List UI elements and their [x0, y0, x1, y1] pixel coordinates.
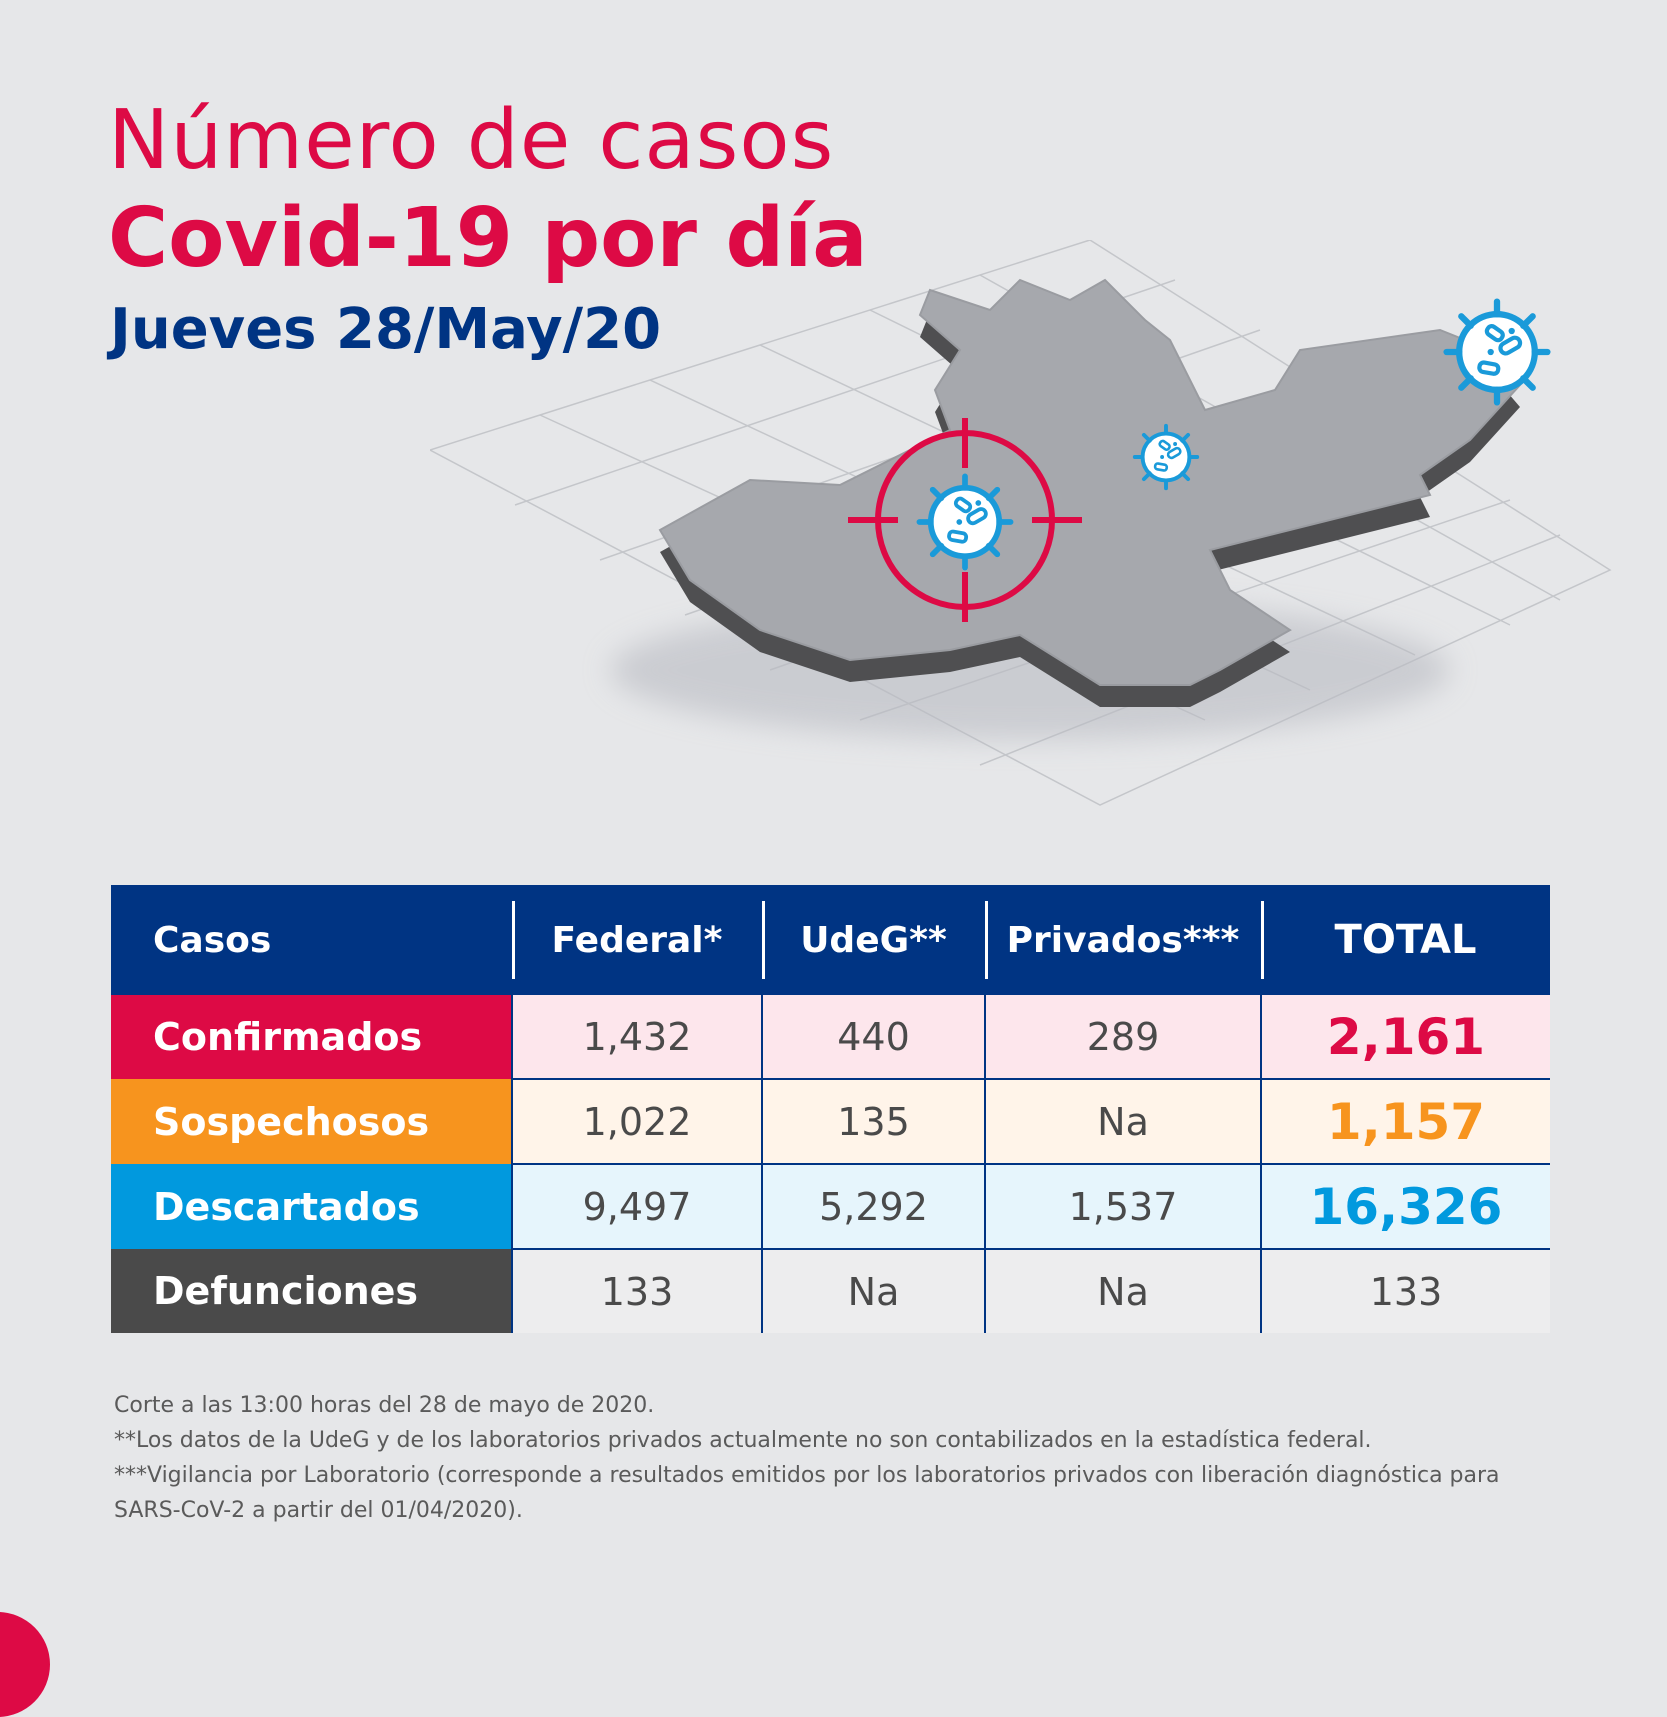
footnote-udeg: **Los datos de la UdeG y de los laborato… — [114, 1428, 1372, 1453]
table-row: Sospechosos 1,022 135 Na 1,157 — [111, 1079, 1550, 1165]
virus-icon — [1447, 302, 1548, 403]
footnote-privados: ***Vigilancia por Laboratorio (correspon… — [114, 1463, 1500, 1523]
cell-federal: 1,432 — [511, 995, 762, 1080]
cell-privados: 289 — [984, 995, 1261, 1080]
footnotes: Corte a las 13:00 horas del 28 de mayo d… — [114, 1388, 1554, 1528]
crosshair-icon — [848, 418, 1082, 622]
row-label: Defunciones — [111, 1249, 512, 1333]
cell-total: 133 — [1260, 1249, 1550, 1333]
header-privados: Privados*** — [985, 885, 1261, 995]
corner-decoration — [0, 1612, 50, 1717]
cell-udeg: 135 — [761, 1079, 985, 1165]
footnote-cutoff: Corte a las 13:00 horas del 28 de mayo d… — [114, 1393, 655, 1418]
date-subtitle: Jueves 28/May/20 — [110, 297, 662, 362]
cell-federal: 9,497 — [511, 1164, 762, 1250]
jalisco-map-illustration — [430, 240, 1612, 806]
header-udeg: UdeG** — [762, 885, 985, 995]
header-casos: Casos — [111, 885, 512, 995]
cell-udeg: 440 — [761, 995, 985, 1080]
table-row: Descartados 9,497 5,292 1,537 16,326 — [111, 1164, 1550, 1250]
cell-udeg: Na — [761, 1249, 985, 1333]
cases-table: Casos Federal* UdeG** Privados*** TOTAL … — [111, 885, 1550, 1333]
cell-udeg: 5,292 — [761, 1164, 985, 1250]
cell-federal: 1,022 — [511, 1079, 762, 1165]
table-header-row: Casos Federal* UdeG** Privados*** TOTAL — [111, 885, 1550, 995]
virus-icon — [919, 476, 1010, 567]
row-label: Sospechosos — [111, 1079, 512, 1164]
cell-privados: Na — [984, 1249, 1261, 1333]
header-total: TOTAL — [1261, 885, 1550, 995]
table-row: Confirmados 1,432 440 289 2,161 — [111, 995, 1550, 1080]
cell-privados: 1,537 — [984, 1164, 1261, 1250]
cell-privados: Na — [984, 1079, 1261, 1165]
title-line1: Número de casos — [108, 93, 835, 188]
cell-total: 2,161 — [1260, 995, 1550, 1080]
header-federal: Federal* — [512, 885, 762, 995]
virus-icon — [1132, 423, 1200, 491]
cell-total: 16,326 — [1260, 1164, 1550, 1250]
row-label: Descartados — [111, 1164, 512, 1249]
cell-federal: 133 — [511, 1249, 762, 1333]
cell-total: 1,157 — [1260, 1079, 1550, 1165]
table-row: Defunciones 133 Na Na 133 — [111, 1249, 1550, 1333]
row-label: Confirmados — [111, 995, 512, 1079]
title-line2: Covid-19 por día — [108, 191, 868, 286]
